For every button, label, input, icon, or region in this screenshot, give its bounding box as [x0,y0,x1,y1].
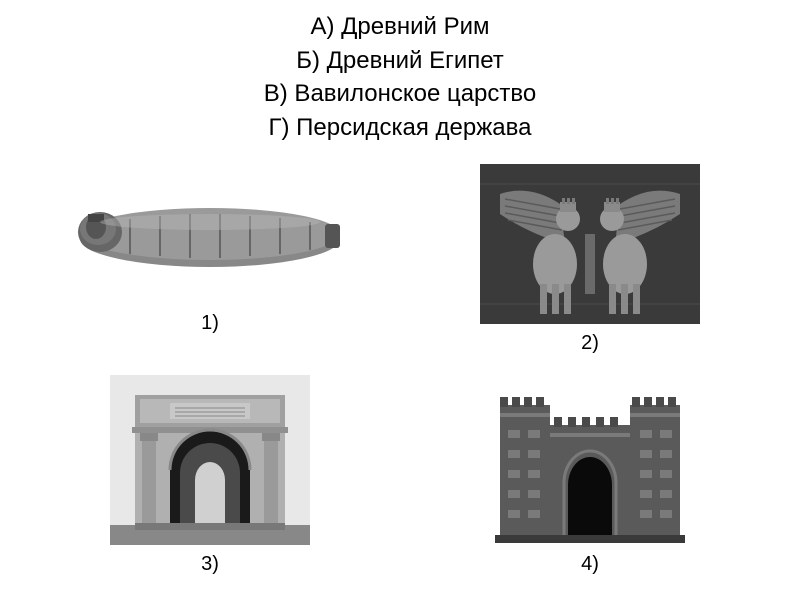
image-cell-3: 3) [110,375,310,576]
option-d: Г) Персидская держава [40,111,760,145]
image-3-roman-arch [110,375,310,545]
image-cell-1: 1) [70,164,350,355]
option-c: В) Вавилонское царство [40,77,760,111]
image-grid: 1) [40,164,760,576]
caption-2: 2) [581,332,599,355]
image-2-persian-relief [480,164,700,324]
caption-3: 3) [201,553,219,576]
caption-1: 1) [201,312,219,335]
answer-options-header: А) Древний Рим Б) Древний Египет В) Вави… [40,10,760,144]
worksheet-container: А) Древний Рим Б) Древний Египет В) Вави… [0,0,800,600]
image-cell-4: 4) [490,375,690,576]
option-b: Б) Древний Египет [40,44,760,78]
option-a: А) Древний Рим [40,10,760,44]
caption-4: 4) [581,553,599,576]
image-4-ishtar-gate [490,375,690,545]
image-cell-2: 2) [480,164,700,355]
image-1-sarcophagus [70,164,350,304]
